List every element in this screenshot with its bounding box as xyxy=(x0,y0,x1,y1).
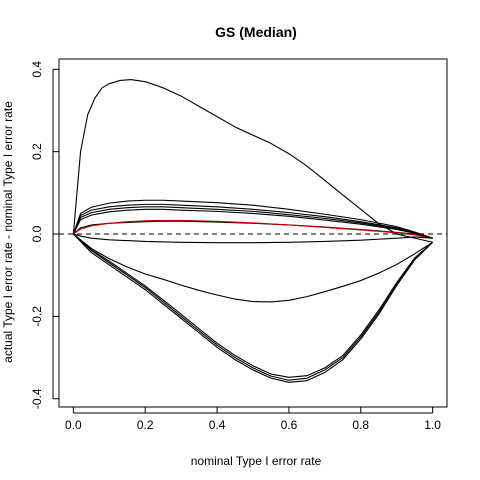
x-tick-label: 1.0 xyxy=(424,418,441,432)
series-line-5 xyxy=(72,208,433,239)
y-tick-label: -0.2 xyxy=(30,306,44,327)
series-line-10 xyxy=(72,233,434,381)
series-line-4 xyxy=(72,206,433,239)
series-line-1 xyxy=(72,79,433,243)
y-tick-label: 0.0 xyxy=(30,225,44,242)
series-line-9 xyxy=(73,233,433,303)
y-tick-label: 0.2 xyxy=(30,143,44,160)
series-line-2 xyxy=(72,199,433,239)
chart-title: GS (Median) xyxy=(215,24,297,40)
x-tick-label: 0.4 xyxy=(209,418,226,432)
x-axis-label: nominal Type I error rate xyxy=(191,454,322,468)
x-tick-label: 0.0 xyxy=(65,418,82,432)
series-line-3 xyxy=(72,203,433,239)
series-line-7 xyxy=(73,219,433,239)
y-tick-label: 0.4 xyxy=(30,61,44,78)
series-line-8 xyxy=(73,233,433,244)
x-tick-label: 0.2 xyxy=(137,418,154,432)
y-axis-label: actual Type I error rate - nominal Type … xyxy=(1,101,15,363)
x-tick-label: 0.8 xyxy=(352,418,369,432)
y-tick-label: -0.4 xyxy=(30,388,44,409)
series-line-12 xyxy=(73,233,433,378)
plot-frame xyxy=(58,58,448,408)
x-tick-label: 0.6 xyxy=(281,418,298,432)
series-line-11 xyxy=(72,233,434,383)
